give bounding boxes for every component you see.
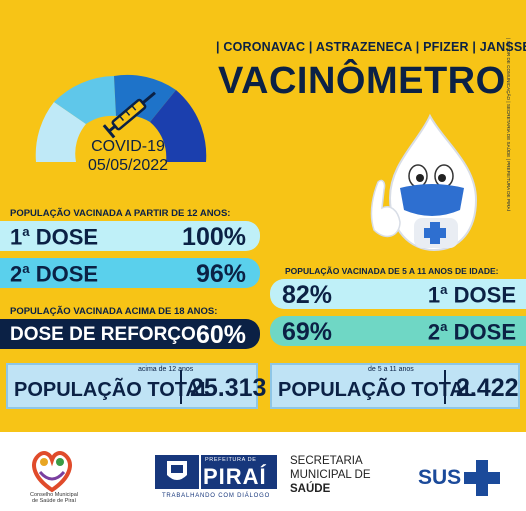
kids-second-dose-name: 2a DOSE — [427, 319, 516, 345]
second-dose-name: 2a DOSE — [10, 261, 99, 287]
heart-family-icon — [32, 451, 72, 493]
kids-second-dose-row: 69% 2a DOSE — [270, 316, 526, 346]
council-line-1: Conselho Municipal — [30, 492, 78, 498]
total-12plus-box: acima de 12 anos POPULAÇÃO TOTAL 25.313 — [6, 363, 266, 409]
gauge-segment-2 — [54, 76, 116, 124]
total-kids-value: 2.422 — [456, 374, 519, 402]
gauge-caption: COVID-19 05/05/2022 — [68, 137, 188, 175]
page-title: VACINÔMETRO — [218, 60, 506, 102]
gauge-graphic — [35, 74, 207, 162]
section-label-18plus: POPULAÇÃO VACINADA ACIMA DE 18 ANOS: — [10, 306, 218, 317]
secretaria-line-1: SECRETARIA — [290, 455, 363, 467]
total-12plus-value: 25.313 — [190, 374, 267, 402]
total-kids-caption: de 5 a 11 anos — [368, 366, 414, 373]
vaccine-list: | CORONAVAC | ASTRAZENECA | PFIZER | JAN… — [216, 40, 526, 54]
booster-row: DOSE DE REFORÇO 60% — [0, 319, 260, 349]
booster-name: DOSE DE REFORÇO — [10, 324, 196, 345]
second-dose-row: 2a DOSE 96% — [0, 258, 260, 288]
total-kids-divider — [444, 370, 446, 404]
council-line-2: de Saúde de Piraí — [31, 498, 77, 504]
booster-value: 60% — [195, 321, 246, 349]
total-kids-label: POPULAÇÃO TOTAL — [278, 379, 477, 401]
total-12plus-divider — [180, 370, 182, 404]
prefeitura-name-block: PREFEITURA DE PIRAÍ — [201, 455, 277, 489]
total-12plus-label: POPULAÇÃO TOTAL — [14, 379, 213, 401]
kids-first-dose-row: 82% 1a DOSE — [270, 279, 526, 309]
prefeitura-name: PIRAÍ — [203, 464, 267, 489]
first-dose-value: 100% — [182, 223, 246, 251]
secretaria-text: SECRETARIA MUNICIPAL DE SAÚDE — [290, 454, 400, 496]
cross-icon — [424, 222, 446, 244]
total-12plus-caption: acima de 12 anos — [138, 366, 194, 373]
first-dose-row: 1a DOSE 100% — [0, 221, 260, 251]
prefeitura-tagline: TRABALHANDO COM DIÁLOGO — [161, 493, 271, 499]
disease-label: COVID-19 — [91, 138, 165, 155]
council-caption: Conselho Municipal de Saúde de Piraí — [17, 492, 91, 504]
section-label-kids: POPULAÇÃO VACINADA DE 5 A 11 ANOS DE IDA… — [285, 266, 499, 276]
kids-first-dose-value: 82% — [282, 281, 333, 309]
date-label: 05/05/2022 — [87, 157, 169, 174]
sus-logo: SUS — [418, 460, 514, 496]
drop-mascot-icon — [370, 113, 478, 252]
second-dose-value: 96% — [195, 260, 246, 288]
coat-of-arms-icon — [155, 455, 199, 489]
vaccinometer-poster: COVID-19 05/05/2022 | CORONAVAC | ASTRAZ… — [0, 0, 526, 432]
first-dose-name: 1a DOSE — [10, 224, 99, 250]
kids-second-dose-value: 69% — [282, 318, 333, 346]
kids-first-dose-name: 1a DOSE — [427, 282, 516, 308]
gauge-segment-4 — [150, 90, 207, 162]
secretaria-line-3: SAÚDE — [290, 483, 331, 495]
total-kids-box: de 5 a 11 anos POPULAÇÃO TOTAL 2.422 — [270, 363, 520, 409]
side-credit: | SETOR DE COMUNICAÇÃO | SECRETARIA DE S… — [506, 38, 511, 211]
secretaria-line-2: MUNICIPAL DE — [290, 469, 371, 481]
sus-cross-icon — [464, 460, 500, 496]
syringe-icon — [102, 91, 156, 139]
prefeitura-logo: PREFEITURA DE PIRAÍ TRABALHANDO COM DIÁL… — [155, 455, 277, 503]
prefeitura-small: PREFEITURA DE — [205, 457, 257, 463]
section-label-12plus: POPULAÇÃO VACINADA A PARTIR DE 12 ANOS: — [10, 208, 231, 219]
sus-text: SUS — [418, 466, 462, 489]
gauge-segment-1 — [35, 102, 86, 162]
